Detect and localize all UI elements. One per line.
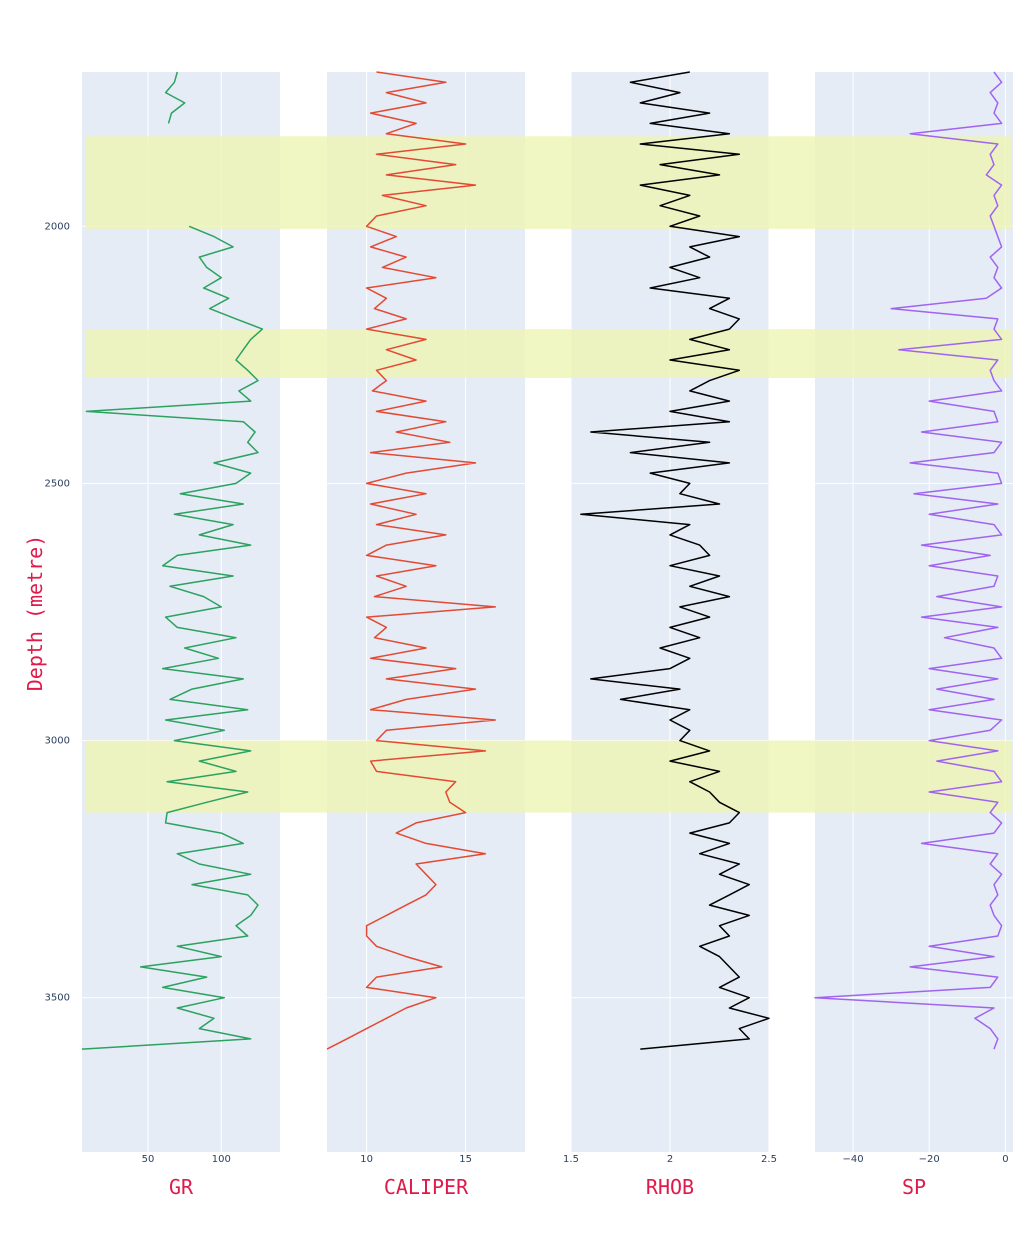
curve-rhob-segment-0 (580, 71, 770, 1050)
x-tick-label-gr: 100 (212, 1154, 231, 1165)
depth-tick-label: 2500 (45, 478, 70, 489)
track-title-sp: SP (902, 1175, 926, 1199)
depth-tick-label: 2000 (45, 221, 70, 232)
track-titles: GR CALIPER RHOB SP (169, 1175, 926, 1199)
curve-gr-segment-0 (164, 71, 186, 124)
track-title-gr: GR (169, 1175, 194, 1199)
curve-caliper-segment-0 (326, 71, 497, 1050)
log-curves (81, 71, 1003, 1050)
x-tick-label-sp: −20 (919, 1154, 940, 1165)
depth-tick-label: 3500 (45, 993, 70, 1004)
tick-labels: 2000 2500 3000 3500 50 100 10 15 1.5 2 2.5 −40 −20 0 (45, 221, 1009, 1165)
track-title-caliper: CALIPER (384, 1175, 469, 1199)
x-tick-label-caliper: 15 (459, 1154, 472, 1165)
curve-sp-segment-0 (814, 71, 1003, 1050)
depth-tick-label: 3000 (45, 736, 70, 747)
curve-gr-segment-1 (81, 225, 264, 1050)
track-background-sp (815, 72, 1013, 1152)
x-tick-label-rhob: 1.5 (563, 1154, 579, 1165)
highlight-zone-2 (86, 740, 1012, 813)
highlight-zone-0 (86, 136, 1012, 229)
x-tick-label-caliper: 10 (360, 1154, 373, 1165)
x-tick-label-sp: 0 (1002, 1154, 1008, 1165)
x-tick-label-sp: −40 (843, 1154, 864, 1165)
x-tick-label-rhob: 2.5 (761, 1154, 777, 1165)
x-tick-label-gr: 50 (142, 1154, 155, 1165)
highlight-zone-1 (86, 329, 1012, 378)
highlight-zones (86, 136, 1012, 813)
x-tick-label-rhob: 2 (667, 1154, 673, 1165)
y-axis-label: Depth (metre) (23, 535, 47, 692)
track-title-rhob: RHOB (646, 1175, 694, 1199)
track-background-gr (82, 72, 280, 1152)
